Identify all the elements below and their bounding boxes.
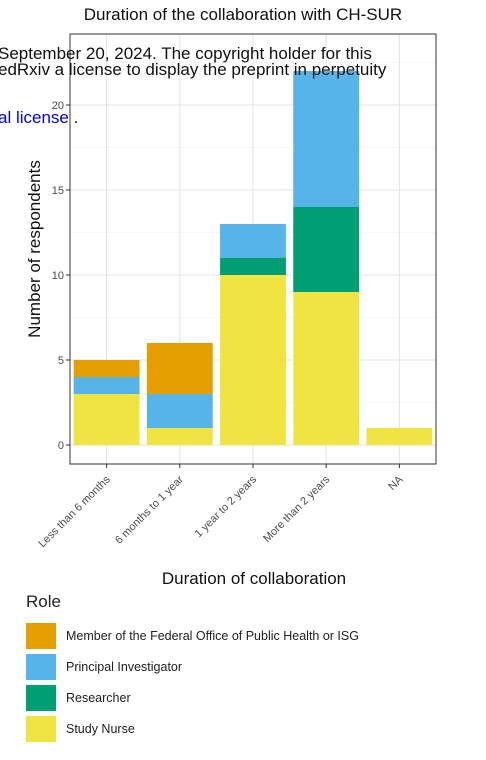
- bar-segment-principal-investigator: [220, 224, 286, 258]
- legend-label: Member of the Federal Office of Public H…: [66, 628, 359, 643]
- x-tick-label: 1 year to 2 years: [193, 473, 260, 540]
- overlay-line-3: al license .: [0, 108, 78, 128]
- y-tick-label: 15: [52, 185, 64, 197]
- bar-segment-principal-investigator: [73, 377, 140, 394]
- bar-segment-study-nurse: [73, 394, 140, 445]
- legend-label: Study Nurse: [66, 721, 135, 736]
- x-tick-label: 6 months to 1 year: [113, 473, 186, 546]
- x-tick-label: More than 2 years: [261, 473, 333, 545]
- bar-segment-researcher: [293, 207, 360, 292]
- y-axis-label: Number of respondents: [25, 160, 44, 338]
- legend-item-principal-investigator: Principal Investigator: [26, 651, 359, 682]
- legend-item-study-nurse: Study Nurse: [26, 713, 359, 744]
- bar-segment-study-nurse: [220, 275, 286, 445]
- legend-swatch: [26, 653, 56, 680]
- y-tick-label: 20: [52, 100, 64, 112]
- overlay-line-1: September 20, 2024. The copyright holder…: [0, 44, 372, 63]
- legend-items: Member of the Federal Office of Public H…: [26, 620, 359, 744]
- x-axis-label: Duration of collaboration: [162, 569, 346, 588]
- bars-layer: [73, 71, 433, 445]
- bar-segment-study-nurse: [366, 428, 433, 445]
- legend-swatch: [26, 684, 56, 711]
- legend-item-member-of-the-federal-office-of-public-health-or-isg: Member of the Federal Office of Public H…: [26, 620, 359, 651]
- bar-segment-researcher: [220, 258, 286, 275]
- legend: Role Member of the Federal Office of Pub…: [26, 592, 359, 744]
- license-link-suffix: .: [68, 108, 79, 127]
- legend-title: Role: [26, 592, 61, 611]
- license-link[interactable]: al license: [0, 108, 69, 127]
- chart-title: Duration of the collaboration with CH-SU…: [84, 5, 402, 24]
- x-tick-label: NA: [386, 473, 406, 493]
- y-tick-label: 10: [52, 270, 64, 282]
- legend-swatch: [26, 715, 56, 742]
- legend-label: Researcher: [66, 690, 131, 705]
- legend-swatch: [26, 622, 56, 649]
- bar-segment-principal-investigator: [146, 394, 213, 428]
- y-tick-label: 5: [58, 355, 64, 367]
- bar-segment-principal-investigator: [293, 71, 360, 207]
- legend-item-researcher: Researcher: [26, 682, 359, 713]
- bar-segment-study-nurse: [293, 292, 360, 445]
- bar-segment-study-nurse: [146, 428, 213, 445]
- bar-segment-member-of-the-federal-office-of-public-health-or-isg: [146, 343, 213, 394]
- legend-label: Principal Investigator: [66, 659, 183, 674]
- overlay-line-2: edRxiv a license to display the preprint…: [0, 60, 387, 79]
- bar-segment-member-of-the-federal-office-of-public-health-or-isg: [73, 360, 140, 377]
- x-tick-label: Less than 6 months: [36, 473, 113, 550]
- y-tick-label: 0: [58, 440, 64, 452]
